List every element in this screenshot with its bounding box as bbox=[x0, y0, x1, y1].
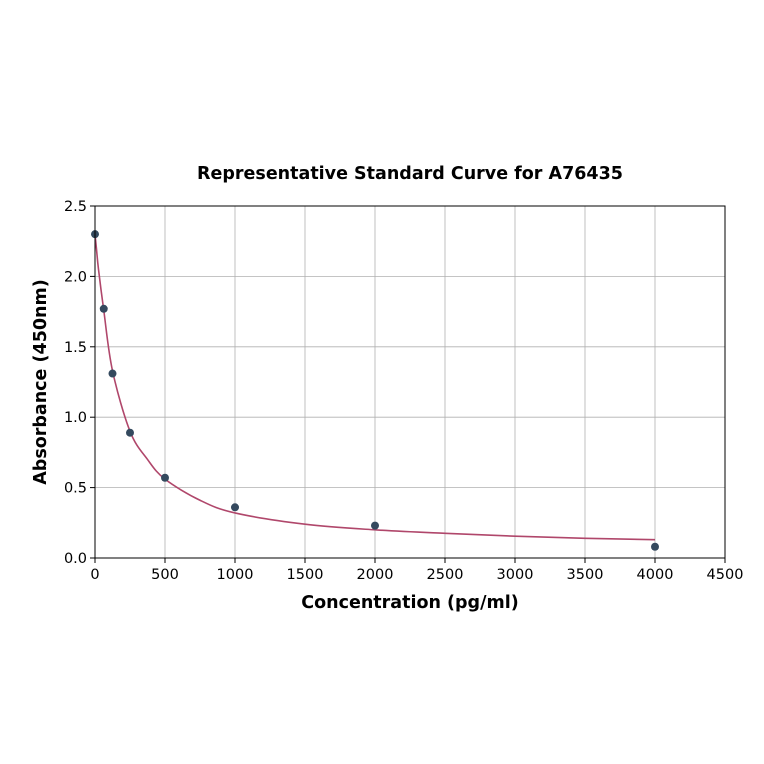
x-tick-label: 1000 bbox=[217, 567, 254, 583]
y-tick-label: 0.5 bbox=[64, 481, 87, 497]
x-tick-label: 3000 bbox=[497, 567, 534, 583]
x-ticks: 0 500 1000 1500 2000 2500 3000 3500 4000 4500 bbox=[90, 558, 743, 583]
y-tick-label: 0.0 bbox=[64, 551, 87, 567]
data-point bbox=[651, 542, 659, 551]
data-point bbox=[99, 304, 108, 313]
y-ticks: 0.0 0.5 1.0 1.5 2.0 2.5 bbox=[64, 199, 95, 567]
x-tick-label: 3500 bbox=[567, 567, 604, 583]
x-tick-label: 4000 bbox=[637, 567, 674, 583]
y-tick-label: 1.0 bbox=[64, 410, 87, 426]
grid-lines bbox=[94, 205, 726, 559]
fit-curve-line bbox=[94, 234, 656, 541]
data-point bbox=[108, 369, 117, 378]
x-tick-label: 0 bbox=[90, 567, 99, 583]
x-tick-label: 2000 bbox=[357, 567, 394, 583]
x-tick-label: 2500 bbox=[427, 567, 464, 583]
x-tick-label: 500 bbox=[151, 567, 179, 583]
x-tick-label: 1500 bbox=[287, 567, 324, 583]
x-tick-label: 4500 bbox=[707, 567, 744, 583]
y-axis-label: Absorbance (450nm) bbox=[31, 279, 51, 485]
data-point bbox=[126, 428, 134, 437]
data-point bbox=[231, 503, 239, 512]
chart-title: Representative Standard Curve for A76435 bbox=[197, 164, 623, 184]
y-tick-label: 1.5 bbox=[64, 340, 87, 356]
data-point bbox=[161, 473, 169, 482]
x-axis-label: Concentration (pg/ml) bbox=[301, 593, 518, 613]
data-point bbox=[371, 521, 379, 530]
y-tick-label: 2.5 bbox=[64, 199, 87, 215]
plot-frame bbox=[94, 205, 726, 559]
data-points bbox=[91, 230, 659, 551]
y-tick-label: 2.0 bbox=[64, 269, 87, 285]
